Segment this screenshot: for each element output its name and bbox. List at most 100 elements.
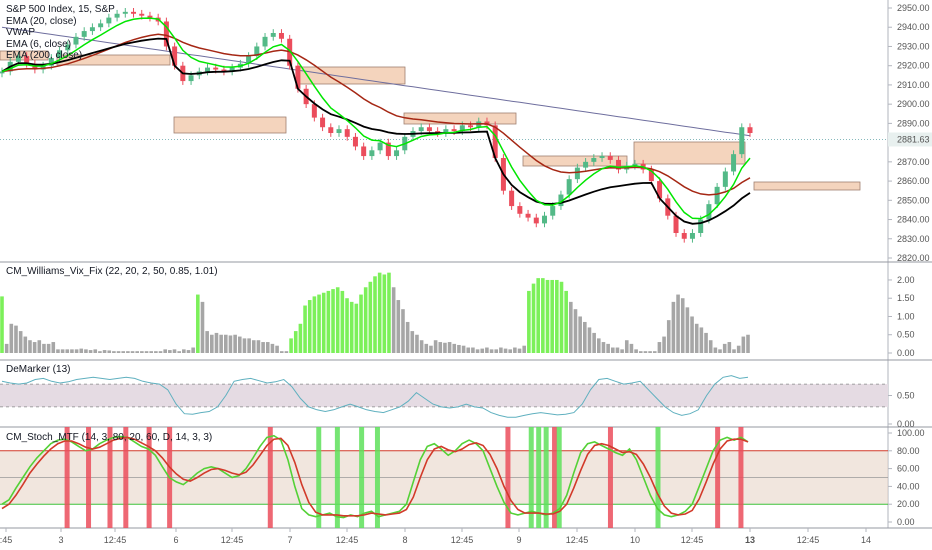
candle-body: [344, 129, 350, 137]
candle-body: [509, 190, 515, 207]
vixfix-bar: [662, 336, 666, 353]
candle-body: [270, 33, 276, 37]
vixfix-bar: [28, 340, 32, 353]
vixfix-bar: [443, 342, 447, 353]
candle-body: [739, 127, 745, 155]
candle-body: [731, 154, 737, 172]
vixfix-bar: [70, 349, 74, 353]
candle-body: [106, 17, 112, 24]
vixfix-bar: [732, 349, 736, 353]
vixfix-bar: [154, 351, 158, 353]
stoch-cross-up-bar: [655, 427, 661, 528]
vixfix-bar: [149, 351, 153, 353]
price-title: S&P 500 Index, 15, S&P: [6, 4, 115, 15]
vixfix-bar: [284, 351, 289, 353]
candle-body: [163, 21, 169, 47]
vixfix-bar: [615, 347, 620, 353]
candle-body: [615, 159, 621, 170]
vixfix-bar: [587, 327, 592, 353]
vixfix-bar: [545, 279, 550, 353]
vixfix-bar: [9, 323, 14, 353]
ema200-legend: EMA (200, close): [6, 50, 83, 61]
vixfix-bar: [196, 294, 200, 353]
vixfix-bar: [638, 351, 643, 353]
vixfix-bar: [163, 349, 167, 353]
vixfix-bar: [42, 343, 46, 353]
stoch-tick-label: 100.00: [897, 428, 925, 438]
vixfix-bar: [116, 351, 121, 353]
vixfix-bar: [228, 335, 233, 353]
vixfix-bar: [648, 351, 652, 353]
vixfix-bar: [536, 278, 540, 353]
vixfix-bar: [247, 338, 251, 353]
vixfix-bar: [634, 349, 638, 353]
stoch-cross-down-bar: [505, 427, 511, 528]
stoch-cross-up-bar: [316, 427, 322, 528]
vixfix-bar: [522, 345, 526, 353]
vixfix-bar: [405, 321, 410, 353]
vixfix-bar: [429, 345, 433, 353]
vixfix-bar: [335, 287, 340, 353]
vixfix-bar: [541, 278, 545, 353]
vixfix-bar: [433, 340, 438, 353]
vixfix-bar: [489, 349, 494, 353]
price-tick-label: 2840.00: [897, 215, 930, 225]
vixfix-bar: [98, 351, 102, 353]
candle-body: [747, 127, 753, 133]
candle-body: [311, 104, 317, 118]
stoch-cross-up-bar: [556, 427, 562, 528]
candle-body: [114, 13, 120, 18]
price-tick-label: 2930.00: [897, 41, 930, 51]
vixfix-bar: [652, 351, 657, 353]
vixfix-bar: [569, 301, 573, 353]
candle-body: [188, 75, 194, 82]
stoch-tick-label: 40.00: [897, 481, 920, 491]
vixfix-bar: [363, 287, 368, 353]
candle-body: [65, 44, 71, 51]
vixfix-bar: [158, 351, 163, 353]
vixfix-bar: [261, 342, 265, 353]
vixfix-bar: [499, 347, 503, 353]
vixfix-bar: [144, 351, 149, 353]
stoch-cross-up-bar: [543, 427, 549, 528]
ema6-line: [1, 17, 751, 220]
vixfix-bar: [317, 294, 321, 353]
candle-body: [681, 233, 687, 239]
candle-body: [385, 142, 391, 157]
vixfix-bar: [112, 351, 116, 353]
vixfix-bar: [200, 301, 205, 353]
candle-body: [673, 215, 679, 233]
price-tick-label: 2950.00: [897, 3, 930, 13]
vixfix-bar: [84, 349, 88, 353]
candle-body: [698, 219, 704, 233]
vixfix-bar: [676, 294, 680, 353]
vixfix-bar: [727, 342, 732, 353]
candle-body: [517, 206, 523, 214]
vixfix-bar: [680, 298, 685, 353]
stoch-cross-up-bar: [334, 427, 340, 528]
vixfix-bar: [210, 334, 214, 353]
vixfix-bar: [65, 349, 70, 353]
vixfix-bar: [74, 349, 79, 353]
vixfix-bar: [396, 300, 401, 353]
candle-body: [221, 69, 227, 72]
candle-body: [24, 56, 30, 64]
vixfix-bar: [583, 321, 587, 353]
candle-body: [254, 46, 260, 57]
candle-body: [558, 194, 564, 207]
vixfix-legend: CM_Williams_Vix_Fix (22, 20, 2, 50, 0.85…: [6, 266, 218, 277]
stoch-tick-label: 0.00: [897, 517, 915, 527]
vixfix-bar: [237, 336, 242, 353]
candle-body: [599, 156, 605, 158]
time-tick-label: 12:45: [681, 535, 704, 545]
candle-body: [139, 13, 145, 16]
candle-body: [131, 11, 137, 14]
vixfix-bar: [415, 334, 419, 353]
vixfix-bar: [293, 331, 298, 353]
vixfix-bar: [270, 343, 275, 353]
candle-body: [550, 206, 556, 216]
stoch-legend: CM_Stoch_MTF (14, 3, 80, 20, 60, D, 14, …: [6, 432, 213, 443]
candle-body: [566, 179, 572, 195]
vixfix-bar: [573, 309, 578, 353]
